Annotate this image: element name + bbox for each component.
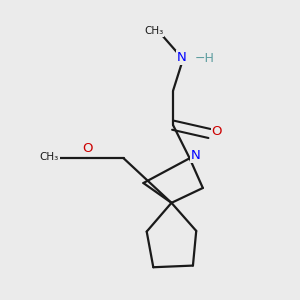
Text: CH₃: CH₃: [40, 152, 59, 162]
Text: N: N: [191, 149, 200, 162]
Text: O: O: [212, 125, 222, 138]
Text: N: N: [176, 51, 186, 64]
Text: O: O: [82, 142, 92, 155]
Text: CH₃: CH₃: [144, 26, 164, 36]
Text: −H: −H: [195, 52, 214, 65]
